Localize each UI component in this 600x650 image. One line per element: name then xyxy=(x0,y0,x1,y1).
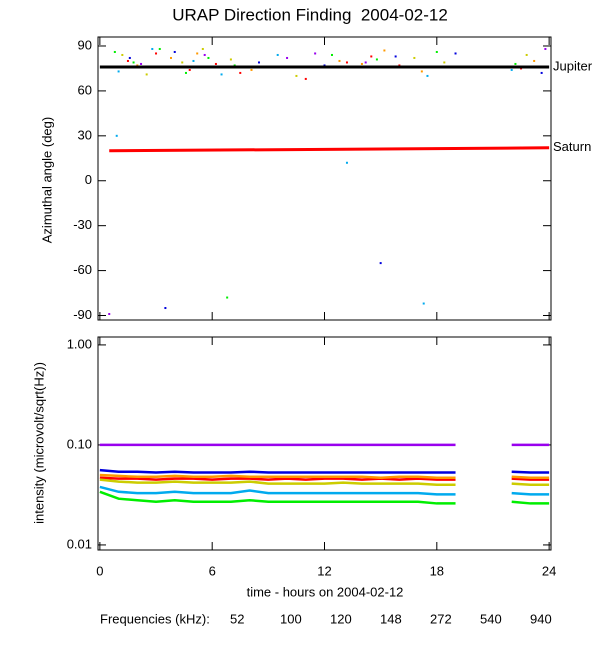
point xyxy=(170,56,173,59)
plot-frame xyxy=(97,36,552,321)
point xyxy=(525,53,528,56)
point xyxy=(338,59,341,62)
x-tick-label: 0 xyxy=(96,563,103,578)
point xyxy=(510,68,513,71)
point xyxy=(375,58,378,61)
legend-label: 52 xyxy=(230,611,244,626)
x-tick-label: 6 xyxy=(209,563,216,578)
y-tick-label: 0.10 xyxy=(67,436,92,451)
y-tick-label: 0 xyxy=(85,172,92,187)
y-tick-label: 30 xyxy=(78,127,92,142)
point xyxy=(383,49,386,52)
point xyxy=(207,56,210,59)
point xyxy=(229,58,232,61)
point xyxy=(540,71,543,74)
y-tick-label: -60 xyxy=(73,262,92,277)
chart-title: URAP Direction Finding 2004-02-12 xyxy=(172,5,448,24)
point xyxy=(201,47,204,50)
point xyxy=(370,55,373,58)
point xyxy=(145,73,148,76)
y-tick-label: 0.01 xyxy=(67,536,92,551)
point xyxy=(314,52,317,55)
point xyxy=(544,47,547,50)
point xyxy=(196,52,199,55)
reference-line xyxy=(109,146,550,153)
point xyxy=(117,70,120,73)
point xyxy=(345,61,348,64)
point xyxy=(140,62,143,65)
series-line xyxy=(99,490,550,505)
y-tick-label: 1.00 xyxy=(67,336,92,351)
point xyxy=(158,47,161,50)
point xyxy=(164,307,167,310)
x-tick-label: 12 xyxy=(317,563,331,578)
legend-title: Frequencies (kHz): xyxy=(100,611,210,626)
point xyxy=(192,59,195,62)
x-tick-label: 18 xyxy=(430,563,444,578)
point xyxy=(108,313,111,316)
point xyxy=(345,161,348,164)
reference-label: Saturn xyxy=(553,139,591,154)
point xyxy=(257,61,260,64)
y-tick-label: 60 xyxy=(78,82,92,97)
point xyxy=(394,55,397,58)
point xyxy=(214,62,217,65)
point xyxy=(422,302,425,305)
y-tick-label: -90 xyxy=(73,307,92,322)
point xyxy=(203,53,206,56)
series-line xyxy=(99,485,550,496)
y-tick-label: 90 xyxy=(78,37,92,52)
point xyxy=(286,56,289,59)
point xyxy=(360,62,363,65)
point xyxy=(181,61,184,64)
point xyxy=(226,296,229,299)
legend-label: 540 xyxy=(480,611,502,626)
point xyxy=(426,74,429,77)
point xyxy=(330,53,333,56)
series-line xyxy=(99,473,550,479)
point xyxy=(454,52,457,55)
point xyxy=(250,68,253,71)
point xyxy=(115,134,118,137)
legend-label: 100 xyxy=(280,611,302,626)
point xyxy=(413,56,416,59)
series-line xyxy=(99,468,550,474)
point xyxy=(132,61,135,64)
point xyxy=(304,77,307,80)
point xyxy=(155,52,158,55)
point xyxy=(128,56,131,59)
point xyxy=(420,70,423,73)
point xyxy=(295,74,298,77)
point xyxy=(379,262,382,265)
point xyxy=(220,73,223,76)
point xyxy=(151,47,154,50)
point xyxy=(364,61,367,64)
legend-label: 148 xyxy=(380,611,402,626)
point xyxy=(239,71,242,74)
point xyxy=(173,50,176,53)
point xyxy=(435,50,438,53)
reference-label: Jupiter xyxy=(553,58,593,73)
point xyxy=(443,61,446,64)
y-axis-label: Azimuthal angle (deg) xyxy=(39,117,54,243)
series-line xyxy=(99,476,550,481)
series-line xyxy=(99,478,550,486)
point xyxy=(184,71,187,74)
legend-label: 272 xyxy=(430,611,452,626)
plot-frame xyxy=(97,336,552,551)
x-axis-label: time - hours on 2004-02-12 xyxy=(247,584,404,599)
point xyxy=(126,59,129,62)
point xyxy=(276,53,279,56)
point xyxy=(188,68,191,71)
legend-label: 940 xyxy=(530,611,552,626)
point xyxy=(514,62,517,65)
legend-label: 120 xyxy=(330,611,352,626)
y-axis-label: intensity (microvolt/sqrt(Hz)) xyxy=(31,362,46,524)
point xyxy=(533,59,536,62)
x-tick-label: 24 xyxy=(542,563,556,578)
y-tick-label: -30 xyxy=(73,217,92,232)
point xyxy=(121,53,124,56)
point xyxy=(113,50,116,53)
